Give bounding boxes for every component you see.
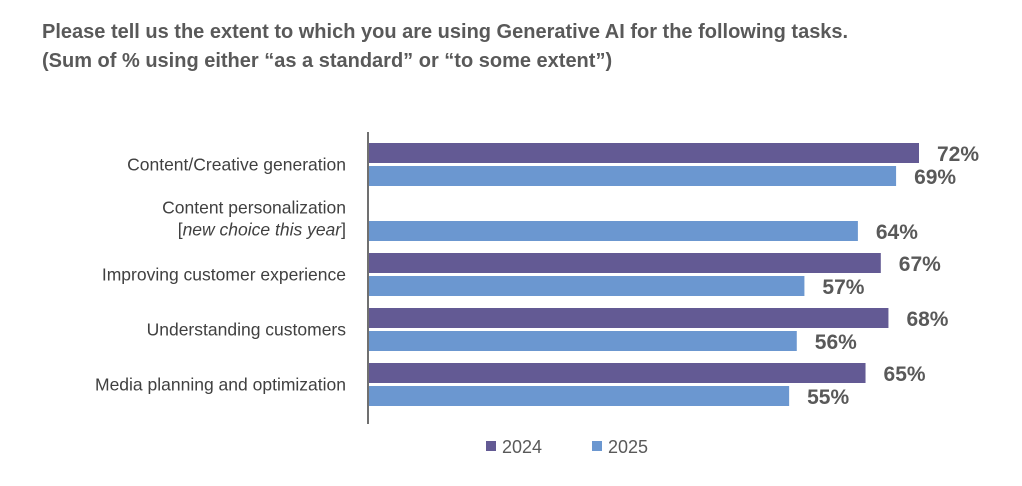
value-label-2024: 67% <box>899 253 941 276</box>
value-label-2025: 69% <box>914 166 956 189</box>
category-label-line: Content personalization <box>162 198 346 218</box>
bar-2024 <box>369 363 866 383</box>
bracket-close: ] <box>341 220 346 240</box>
category-label: Improving customer experience <box>102 265 346 285</box>
category-label: Content/Creative generation <box>127 155 346 175</box>
chart-title-block: Please tell us the extent to which you a… <box>42 18 1002 76</box>
bar-2025 <box>369 331 797 351</box>
legend-label-2024: 2024 <box>502 437 542 457</box>
bar-2024 <box>369 143 919 163</box>
legend-swatch-2025 <box>592 441 602 451</box>
category-label: Understanding customers <box>147 320 347 340</box>
chart-title: Please tell us the extent to which you a… <box>42 21 849 43</box>
bar-2025 <box>369 166 897 186</box>
value-label-2025: 56% <box>815 331 857 354</box>
value-label-2024: 65% <box>884 363 926 386</box>
category-label: Media planning and optimization <box>95 375 346 395</box>
value-label-2025: 57% <box>822 276 864 299</box>
category-label: Content personalization [new choice this … <box>162 198 346 240</box>
bar-2025 <box>369 386 790 406</box>
bar-2025 <box>369 276 805 296</box>
legend-label-2025: 2025 <box>608 437 648 457</box>
legend-swatch-2024 <box>486 441 496 451</box>
value-label-2025: 55% <box>807 386 849 409</box>
bar-2025 <box>369 221 858 241</box>
bar-2024 <box>369 253 881 273</box>
chart-subtitle: (Sum of % using either “as a standard” o… <box>42 50 613 72</box>
category-note: new choice this year <box>183 220 343 240</box>
value-label-2024: 72% <box>937 143 979 166</box>
value-label-2025: 64% <box>876 221 918 244</box>
category-note-line: [new choice this year] <box>178 220 346 240</box>
bar-2024 <box>369 308 889 328</box>
bracket-open: [ <box>178 220 183 240</box>
value-label-2024: 68% <box>906 308 948 331</box>
